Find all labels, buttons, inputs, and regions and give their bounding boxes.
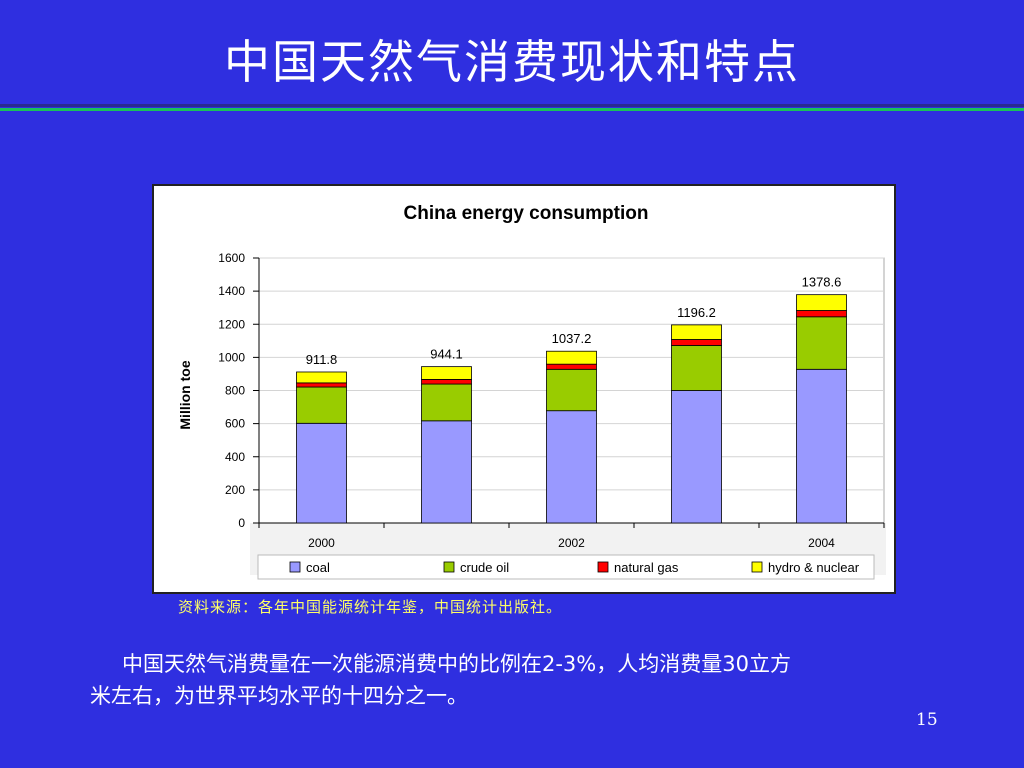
legend-label: crude oil: [460, 560, 509, 575]
y-tick-label: 600: [225, 417, 245, 431]
bar-coal: [671, 390, 722, 524]
total-data-label: 944.1: [430, 347, 463, 362]
total-data-label: 1037.2: [552, 331, 592, 346]
y-tick-label: 1600: [218, 251, 245, 265]
total-data-label: 911.8: [306, 352, 338, 367]
slide-title: 中国天然气消费现状和特点: [224, 35, 800, 89]
bar-hydro-nuclear: [296, 371, 347, 384]
bar-hydro-nuclear: [421, 366, 472, 380]
page-number: 15: [916, 710, 938, 730]
bar-crude-oil: [546, 368, 597, 412]
bar-crude-oil: [796, 316, 847, 370]
body-line-1: 中国天然气消费量在一次能源消费中的比例在2-3%，人均消费量30立方: [122, 652, 791, 676]
bar-crude-oil: [421, 383, 472, 422]
x-tick-label: 2002: [558, 536, 585, 550]
bar-coal: [796, 368, 847, 524]
bar-natural-gas: [421, 379, 472, 385]
y-tick-label: 400: [225, 450, 245, 464]
source-note: 资料来源：各年中国能源统计年鉴，中国统计出版社。: [178, 598, 563, 616]
bar-natural-gas: [671, 339, 722, 346]
chart-frame: China energy consumption Million toe 0 20…: [152, 184, 896, 594]
bar-natural-gas: [796, 310, 847, 318]
chart-title: China energy consumption: [404, 203, 649, 224]
legend-label: hydro & nuclear: [768, 560, 860, 575]
bar-natural-gas: [546, 363, 597, 370]
bar-hydro-nuclear: [671, 324, 722, 340]
title-divider: [0, 108, 1024, 111]
bar-hydro-nuclear: [796, 294, 847, 311]
legend-label: coal: [306, 560, 330, 575]
body-line-2: 米左右，为世界平均水平的十四分之一。: [90, 684, 468, 708]
title-divider-dark: [0, 104, 1024, 107]
bar-coal: [421, 420, 472, 524]
total-data-label: 1378.6: [802, 275, 842, 290]
y-tick-label: 1400: [218, 284, 245, 298]
y-axis-label: Million toe: [177, 360, 193, 429]
y-tick-label: 200: [225, 483, 245, 497]
legend-label: natural gas: [614, 560, 679, 575]
x-tick-label: 2000: [308, 536, 335, 550]
legend-swatch-crude-oil: [443, 561, 455, 573]
legend-swatch-coal: [289, 561, 301, 573]
bar-crude-oil: [671, 345, 722, 391]
body-paragraph: 中国天然气消费量在一次能源消费中的比例在2-3%，人均消费量30立方 米左右，为…: [90, 648, 940, 712]
bar-hydro-nuclear: [546, 350, 597, 365]
bar-coal: [546, 410, 597, 524]
y-tick-label: 800: [225, 384, 245, 398]
legend-swatch-natural-gas: [597, 561, 609, 573]
y-tick-label: 1200: [218, 317, 245, 331]
y-tick-label: 1000: [218, 350, 245, 364]
bar-crude-oil: [296, 386, 347, 424]
energy-consumption-chart: China energy consumption Million toe 0 20…: [177, 203, 886, 580]
y-tick-label: 0: [238, 516, 245, 530]
total-data-label: 1196.2: [677, 305, 716, 320]
legend-swatch-hydro-nuclear: [751, 561, 763, 573]
x-tick-label: 2004: [808, 536, 835, 550]
bar-coal: [296, 422, 347, 524]
bar-natural-gas: [296, 382, 347, 388]
legend-box: [257, 554, 875, 580]
